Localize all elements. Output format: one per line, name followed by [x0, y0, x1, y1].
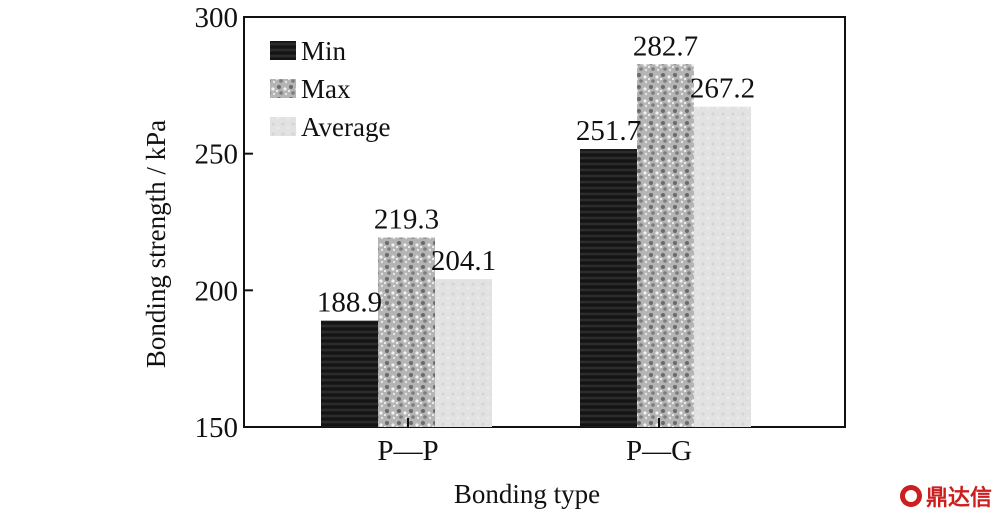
y-axis: 150 200 250 300: [195, 2, 253, 444]
y-axis-title: Bonding strength / kPa: [141, 120, 171, 368]
plot-border: [243, 16, 846, 428]
bar-max-2: [637, 64, 694, 427]
bar-average-1: [435, 279, 492, 427]
data-label: 282.7: [633, 30, 698, 62]
x-axis-title: Bonding type: [454, 479, 600, 509]
data-label: 251.7: [576, 115, 641, 147]
legend: Min Max Average: [270, 36, 390, 142]
data-label: 267.2: [690, 73, 755, 105]
legend-swatch-average: [270, 117, 296, 136]
watermark-text: 鼎达信: [925, 486, 992, 511]
y-tick-label: 300: [195, 2, 239, 34]
x-tick-label: P—G: [626, 435, 692, 467]
data-labels: 188.9 219.3 204.1 251.7 282.7 267.2: [317, 30, 755, 318]
x-tick-label: P—P: [377, 435, 438, 467]
legend-swatch-max: [270, 79, 296, 98]
data-label: 204.1: [431, 245, 496, 277]
bar-min-1: [321, 320, 378, 427]
plot-frame: [243, 16, 846, 428]
data-label: 188.9: [317, 287, 382, 319]
x-axis: P—P P—G: [377, 418, 692, 467]
bar-min-2: [580, 149, 637, 427]
y-tick-label: 250: [195, 139, 239, 171]
legend-swatch-min: [270, 41, 296, 60]
y-tick-label: 150: [195, 412, 239, 444]
legend-label-min: Min: [301, 36, 347, 66]
bars: [321, 64, 751, 428]
bar-average-2: [694, 106, 751, 428]
data-label: 219.3: [374, 204, 439, 236]
brand-logo-icon: [899, 485, 922, 507]
legend-label-average: Average: [301, 112, 390, 142]
watermark: 鼎达信: [899, 480, 992, 512]
bar-max-1: [378, 237, 435, 427]
legend-label-max: Max: [301, 74, 351, 104]
y-tick-label: 200: [195, 275, 239, 307]
